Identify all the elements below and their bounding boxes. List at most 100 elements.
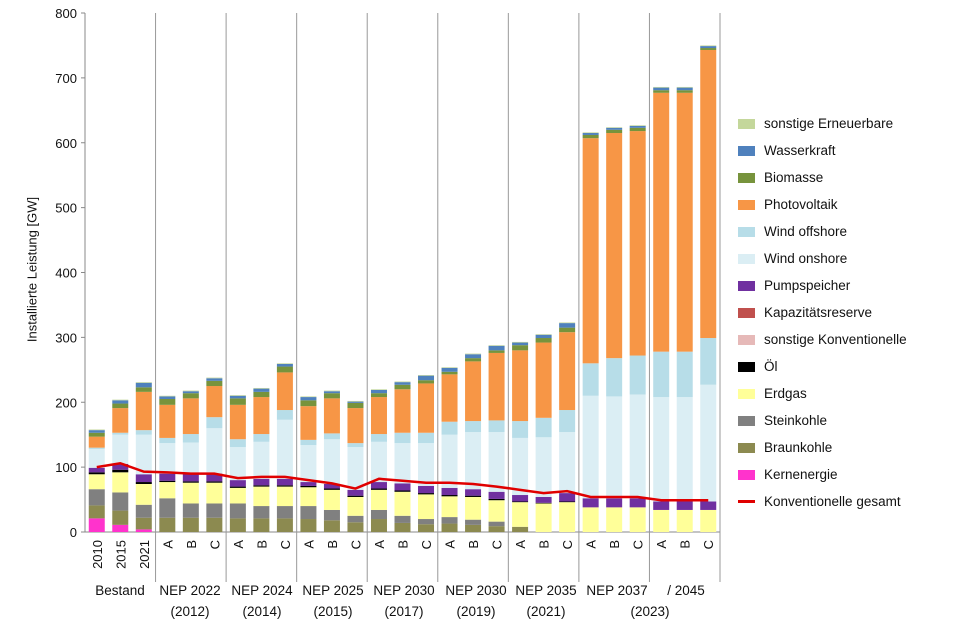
bar-segment-erdgas bbox=[253, 486, 270, 507]
bar-segment-pumpspeicher bbox=[253, 478, 270, 486]
bar-segment-steinkohle bbox=[441, 517, 458, 524]
bar-segment-wind-offshore bbox=[88, 447, 105, 449]
legend: sonstige Erneuerbare Wasserkraft Biomasse P… bbox=[738, 110, 907, 515]
group-label: NEP 2022 (2012) bbox=[159, 580, 220, 620]
bar-segment-wind-offshore bbox=[276, 410, 293, 420]
bar-segment-pumpspeicher bbox=[582, 498, 599, 508]
bar-segment-wasserkraft bbox=[112, 400, 129, 404]
legend-swatch bbox=[738, 361, 755, 372]
bar-segment-wind-offshore bbox=[606, 358, 623, 397]
x-tick-label: C bbox=[701, 540, 716, 549]
bar-segment-wind-onshore bbox=[535, 437, 552, 497]
legend-item: Wasserkraft bbox=[738, 137, 907, 164]
legend-label: Erdgas bbox=[764, 386, 807, 401]
bar-segment-wind-offshore bbox=[206, 417, 223, 429]
group-label: NEP 2024 (2014) bbox=[231, 580, 292, 620]
legend-swatch bbox=[738, 334, 755, 345]
bar-segment-sonstige-erneuerbare bbox=[582, 132, 599, 134]
bar-segment-photovoltaik bbox=[606, 133, 623, 359]
bar-segment-pumpspeicher bbox=[370, 482, 387, 489]
bar-segment-braunkohle bbox=[206, 517, 223, 532]
bar-segment-sonstige-erneuerbare bbox=[182, 390, 199, 392]
legend-swatch bbox=[738, 442, 755, 453]
x-tick-label: 2010 bbox=[90, 540, 105, 569]
bar-segment-biomasse bbox=[112, 403, 129, 409]
bar-segment-pumpspeicher bbox=[394, 483, 411, 491]
bar-segment-sonstige-erneuerbare bbox=[229, 395, 246, 396]
bar-segment-pumpspeicher bbox=[347, 489, 364, 496]
bar-segment-pumpspeicher bbox=[535, 496, 552, 503]
group-label-line2: (2015) bbox=[313, 604, 353, 619]
bar-segment-erdgas bbox=[465, 496, 482, 520]
y-tick-label: 200 bbox=[55, 395, 77, 410]
bar-segment-sonstige-erneuerbare bbox=[300, 396, 317, 398]
bar-segment--l bbox=[347, 495, 364, 497]
bar-segment-wind-offshore bbox=[488, 420, 505, 433]
x-tick-label: B bbox=[678, 540, 693, 549]
group-label-line1: NEP 2025 bbox=[302, 583, 364, 598]
y-tick-label: 300 bbox=[55, 330, 77, 345]
legend-swatch bbox=[738, 253, 755, 264]
bar-segment-biomasse bbox=[582, 134, 599, 139]
bar-segment-wind-onshore bbox=[347, 447, 364, 490]
bar-segment-pumpspeicher bbox=[488, 491, 505, 499]
bar-segment-sonstige-erneuerbare bbox=[653, 86, 670, 88]
bar-segment-braunkohle bbox=[182, 517, 199, 532]
bar-segment-wind-onshore bbox=[700, 384, 717, 502]
bar-segment--l bbox=[229, 486, 246, 488]
bar-segment-wind-onshore bbox=[629, 394, 646, 499]
legend-line-swatch bbox=[738, 500, 755, 503]
bar-segment-biomasse bbox=[535, 338, 552, 343]
bar-segment-erdgas bbox=[582, 507, 599, 532]
bar-segment-wasserkraft bbox=[582, 133, 599, 135]
bar-segment-pumpspeicher bbox=[653, 501, 670, 510]
bar-segment-wasserkraft bbox=[418, 375, 435, 381]
x-tick-label: 2021 bbox=[137, 540, 152, 569]
bar-segment-steinkohle bbox=[135, 504, 152, 518]
bar-segment-sonstige-erneuerbare bbox=[465, 353, 482, 355]
legend-item: sonstige Erneuerbare bbox=[738, 110, 907, 137]
group-label-line2: (2021) bbox=[526, 604, 566, 619]
bar-segment-biomasse bbox=[323, 393, 340, 399]
bar-segment-biomasse bbox=[347, 402, 364, 409]
x-tick-label: A bbox=[654, 540, 669, 549]
bar-segment-pumpspeicher bbox=[418, 485, 435, 494]
bar-segment-photovoltaik bbox=[653, 92, 670, 352]
bar-segment-wasserkraft bbox=[700, 46, 717, 49]
x-tick-label: A bbox=[301, 540, 316, 549]
legend-item: Wind offshore bbox=[738, 218, 907, 245]
bar-segment-wasserkraft bbox=[488, 345, 505, 351]
bar-segment-erdgas bbox=[182, 482, 199, 504]
bar-segment-wind-onshore bbox=[135, 434, 152, 475]
bar-segment-biomasse bbox=[465, 358, 482, 362]
bar-segment-biomasse bbox=[370, 393, 387, 398]
bar-segment-pumpspeicher bbox=[700, 501, 717, 510]
group-label-line1: NEP 2037 bbox=[586, 583, 648, 598]
x-tick-label: C bbox=[490, 540, 505, 549]
group-label: NEP 2030 (2019) bbox=[445, 580, 506, 620]
bar-segment-biomasse bbox=[700, 48, 717, 50]
bar-segment-erdgas bbox=[512, 502, 529, 527]
bar-segment-steinkohle bbox=[488, 521, 505, 527]
bar-segment-biomasse bbox=[182, 393, 199, 399]
bar-segment-wasserkraft bbox=[88, 430, 105, 433]
bar-segment-erdgas bbox=[370, 489, 387, 510]
bar-segment-sonstige-erneuerbare bbox=[676, 86, 693, 88]
bar-segment--l bbox=[370, 488, 387, 490]
bar-segment-erdgas bbox=[700, 509, 717, 532]
bar-segment-braunkohle bbox=[370, 519, 387, 532]
bar-segment-wasserkraft bbox=[394, 382, 411, 385]
x-tick-label: A bbox=[443, 540, 458, 549]
bar-segment-wind-offshore bbox=[159, 437, 176, 444]
bar-segment-braunkohle bbox=[512, 526, 529, 532]
bar-segment--l bbox=[206, 481, 223, 483]
bar-segment-erdgas bbox=[347, 496, 364, 516]
bar-segment-sonstige-erneuerbare bbox=[488, 345, 505, 346]
legend-item: Steinkohle bbox=[738, 407, 907, 434]
bar-segment-wind-onshore bbox=[370, 441, 387, 483]
bar-segment-sonstige-erneuerbare bbox=[700, 45, 717, 47]
bar-segment-steinkohle bbox=[88, 489, 105, 506]
bar-segment-pumpspeicher bbox=[465, 489, 482, 496]
bar-segment--l bbox=[323, 488, 340, 490]
bar-segment-wind-onshore bbox=[182, 442, 199, 474]
